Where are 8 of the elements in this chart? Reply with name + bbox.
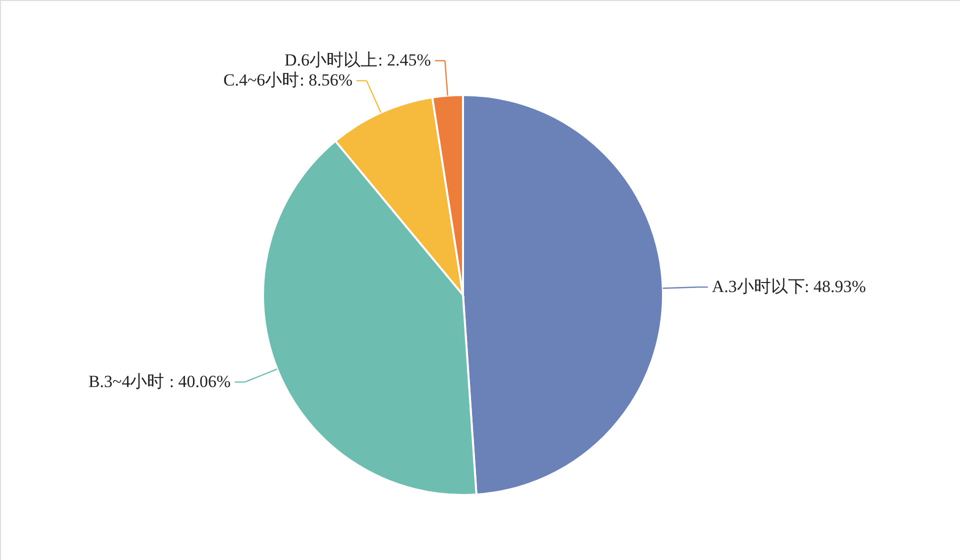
data-label: : 48.93% xyxy=(804,277,866,296)
slice-label: C.4~6小时 xyxy=(223,70,300,90)
slice-label: D.6小时以上 xyxy=(284,50,378,70)
slice-label: B.3~4小时 xyxy=(88,372,164,392)
legend-label: A.3小时以下 xyxy=(712,277,805,296)
data-label: : 40.06% xyxy=(169,372,231,392)
data-label: : 2.45% xyxy=(378,50,431,70)
data-label: : 8.56% xyxy=(300,70,353,90)
